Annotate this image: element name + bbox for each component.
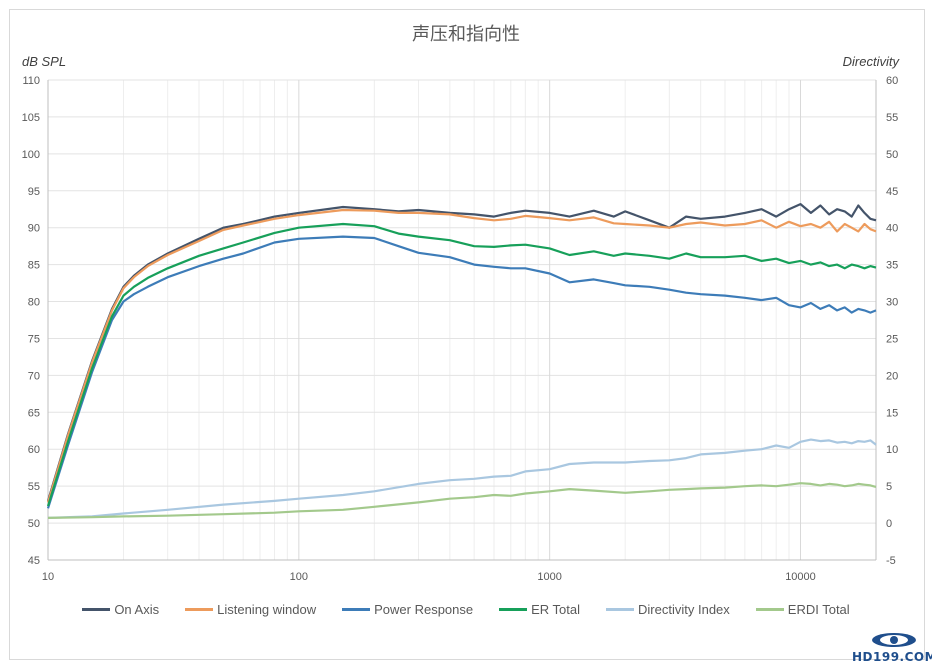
series-line-on-axis xyxy=(46,203,877,502)
y-tick-label-left: 95 xyxy=(28,186,40,198)
legend-swatch xyxy=(755,608,784,611)
y-tick-label-right: 35 xyxy=(886,260,898,272)
legend-item: Listening window xyxy=(185,602,316,617)
y-tick-label-right: 10 xyxy=(886,444,898,456)
legend-label: On Axis xyxy=(114,602,160,617)
legend-label: ER Total xyxy=(531,602,581,617)
chart-title: 声压和指向性 xyxy=(412,24,520,45)
y-tick-label-right: 55 xyxy=(886,112,898,124)
legend-item: ER Total xyxy=(499,602,580,617)
x-tick-label: 10000 xyxy=(785,571,816,583)
y-tick-label-right: 15 xyxy=(886,407,898,419)
y-tick-label-left: 110 xyxy=(22,75,40,87)
y-tick-label-left: 45 xyxy=(28,555,40,567)
y-tick-label-left: 85 xyxy=(28,260,40,272)
y-tick-label-left: 75 xyxy=(28,333,40,345)
y-tick-label-right: 50 xyxy=(886,149,898,161)
legend-swatch xyxy=(342,608,371,611)
chart-plot-area: 45 50 55 60 65 70 75 80 85 90 95 100 105 110 -5 0 5 10 15 2… xyxy=(22,75,899,583)
y-tick-label-left: 60 xyxy=(28,444,40,456)
legend-item: Power Response xyxy=(342,602,473,617)
y-tick-label-left: 100 xyxy=(22,149,40,161)
legend-swatch xyxy=(499,608,528,611)
series-line-directivity-index xyxy=(47,438,877,519)
legend-swatch xyxy=(82,608,111,611)
legend-swatch xyxy=(606,608,635,611)
x-tick-label: 10 xyxy=(42,571,54,583)
y-tick-label-right: 40 xyxy=(886,223,898,235)
eye-icon xyxy=(872,633,916,647)
chart-legend: On Axis Listening window Power Response ER … xyxy=(0,602,932,617)
legend-item: ERDI Total xyxy=(755,602,850,617)
legend-swatch xyxy=(185,608,214,611)
chart-frame xyxy=(9,9,925,660)
y-tick-label-left: 80 xyxy=(28,297,40,309)
y-axis-title-left: dB SPL xyxy=(22,54,67,69)
y-tick-label-left: 105 xyxy=(22,112,40,124)
y-tick-label-left: 50 xyxy=(28,518,40,530)
y-tick-label-right: 25 xyxy=(886,333,898,345)
legend-label: Power Response xyxy=(374,602,474,617)
x-tick-label: 100 xyxy=(290,571,308,583)
y-tick-label-left: 70 xyxy=(28,370,40,382)
hd199-logo: HD199.COM xyxy=(852,632,932,664)
y-tick-label-right: 5 xyxy=(886,481,892,493)
watermark-text: HD199.COM xyxy=(852,650,932,664)
series-line-power-response xyxy=(46,235,877,509)
legend-label: Listening window xyxy=(217,602,317,617)
y-tick-label-left: 55 xyxy=(28,481,40,493)
legend-item: Directivity Index xyxy=(606,602,730,617)
legend-label: ERDI Total xyxy=(787,602,850,617)
series-line-er-total xyxy=(46,222,877,507)
legend-label: Directivity Index xyxy=(638,602,730,617)
x-tick-label: 1000 xyxy=(537,571,561,583)
series-line-erdi-total xyxy=(47,482,877,519)
y-tick-label-right: 45 xyxy=(886,186,898,198)
series-line-listening-window xyxy=(46,208,877,503)
y-tick-label-left: 65 xyxy=(28,407,40,419)
y-tick-label-right: 0 xyxy=(886,518,892,530)
y-tick-label-left: 90 xyxy=(28,223,40,235)
y-tick-label-right: 60 xyxy=(886,75,898,87)
legend-item: On Axis xyxy=(82,602,159,617)
y-tick-label-right: 30 xyxy=(886,297,898,309)
y-axis-title-right: Directivity xyxy=(842,54,899,69)
y-tick-label-right: -5 xyxy=(886,555,896,567)
y-tick-label-right: 20 xyxy=(886,370,898,382)
